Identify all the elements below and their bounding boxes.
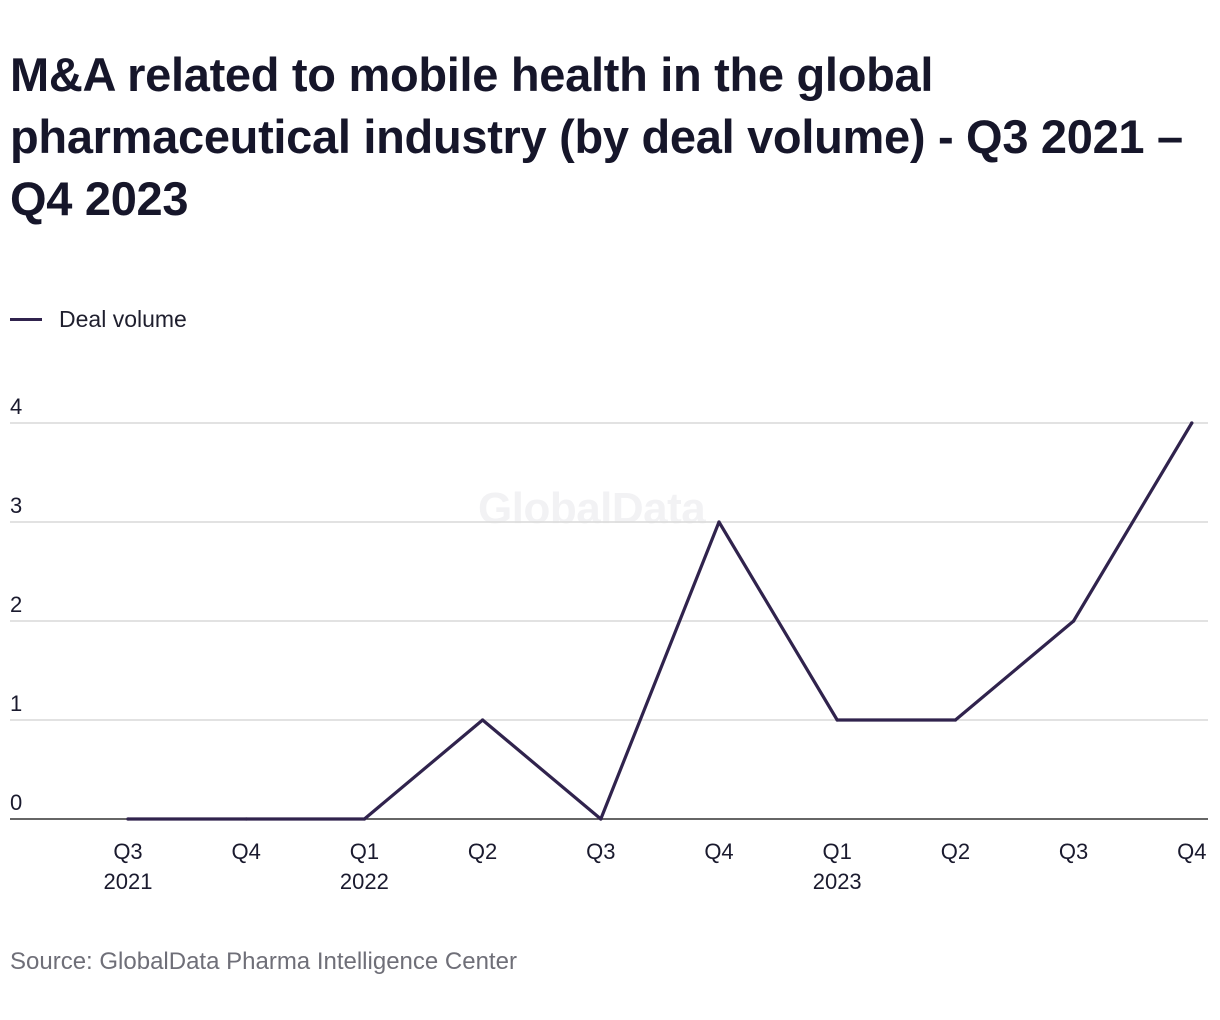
x-tick-label: Q3 [586,839,615,864]
x-tick-label: Q4 [232,839,261,864]
x-tick-label: Q2 [941,839,970,864]
legend-swatch [10,318,42,321]
chart-title: M&A related to mobile health in the glob… [10,48,1183,225]
x-tick-label: Q3 [113,839,142,864]
data-point [835,718,839,722]
data-point [244,817,248,821]
data-point [1072,619,1076,623]
x-tick-label: Q3 [1059,839,1088,864]
x-tick-label: Q1 [350,839,379,864]
legend: Deal volume [10,306,187,333]
watermark: GlobalData [478,484,706,533]
data-point [1190,421,1194,425]
series-line-deal-volume [126,421,1194,821]
source-note: Source: GlobalData Pharma Intelligence C… [10,948,517,975]
y-tick-label: 2 [10,592,22,617]
y-tick-labels: 0 1 2 3 4 [10,394,22,815]
data-point [717,520,721,524]
x-tick-label: Q1 [823,839,852,864]
y-tick-label: 1 [10,691,22,716]
data-point [362,817,366,821]
x-tick-label: Q4 [1177,839,1206,864]
data-point [481,718,485,722]
x-tick-year-label: 2022 [340,869,389,894]
x-tick-year-label: 2021 [104,869,153,894]
line-chart: 0 1 2 3 4 Q3 2021 Q4 Q1 2022 Q2 Q3 Q4 Q1 2023 Q2 Q3 Q4 [10,394,1208,894]
data-point [599,817,603,821]
y-tick-label: 4 [10,394,22,419]
y-tick-label: 3 [10,493,22,518]
legend-label: Deal volume [59,306,187,332]
x-tick-label: Q2 [468,839,497,864]
y-tick-label: 0 [10,790,22,815]
x-tick-year-label: 2023 [813,869,862,894]
grid-layer [10,422,1208,820]
x-tick-label: Q4 [704,839,733,864]
data-point [953,718,958,722]
data-point [126,817,130,821]
series-layer [126,421,1194,821]
x-tick-labels: Q3 2021 Q4 Q1 2022 Q2 Q3 Q4 Q1 2023 Q2 Q3 Q4 [104,839,1207,894]
